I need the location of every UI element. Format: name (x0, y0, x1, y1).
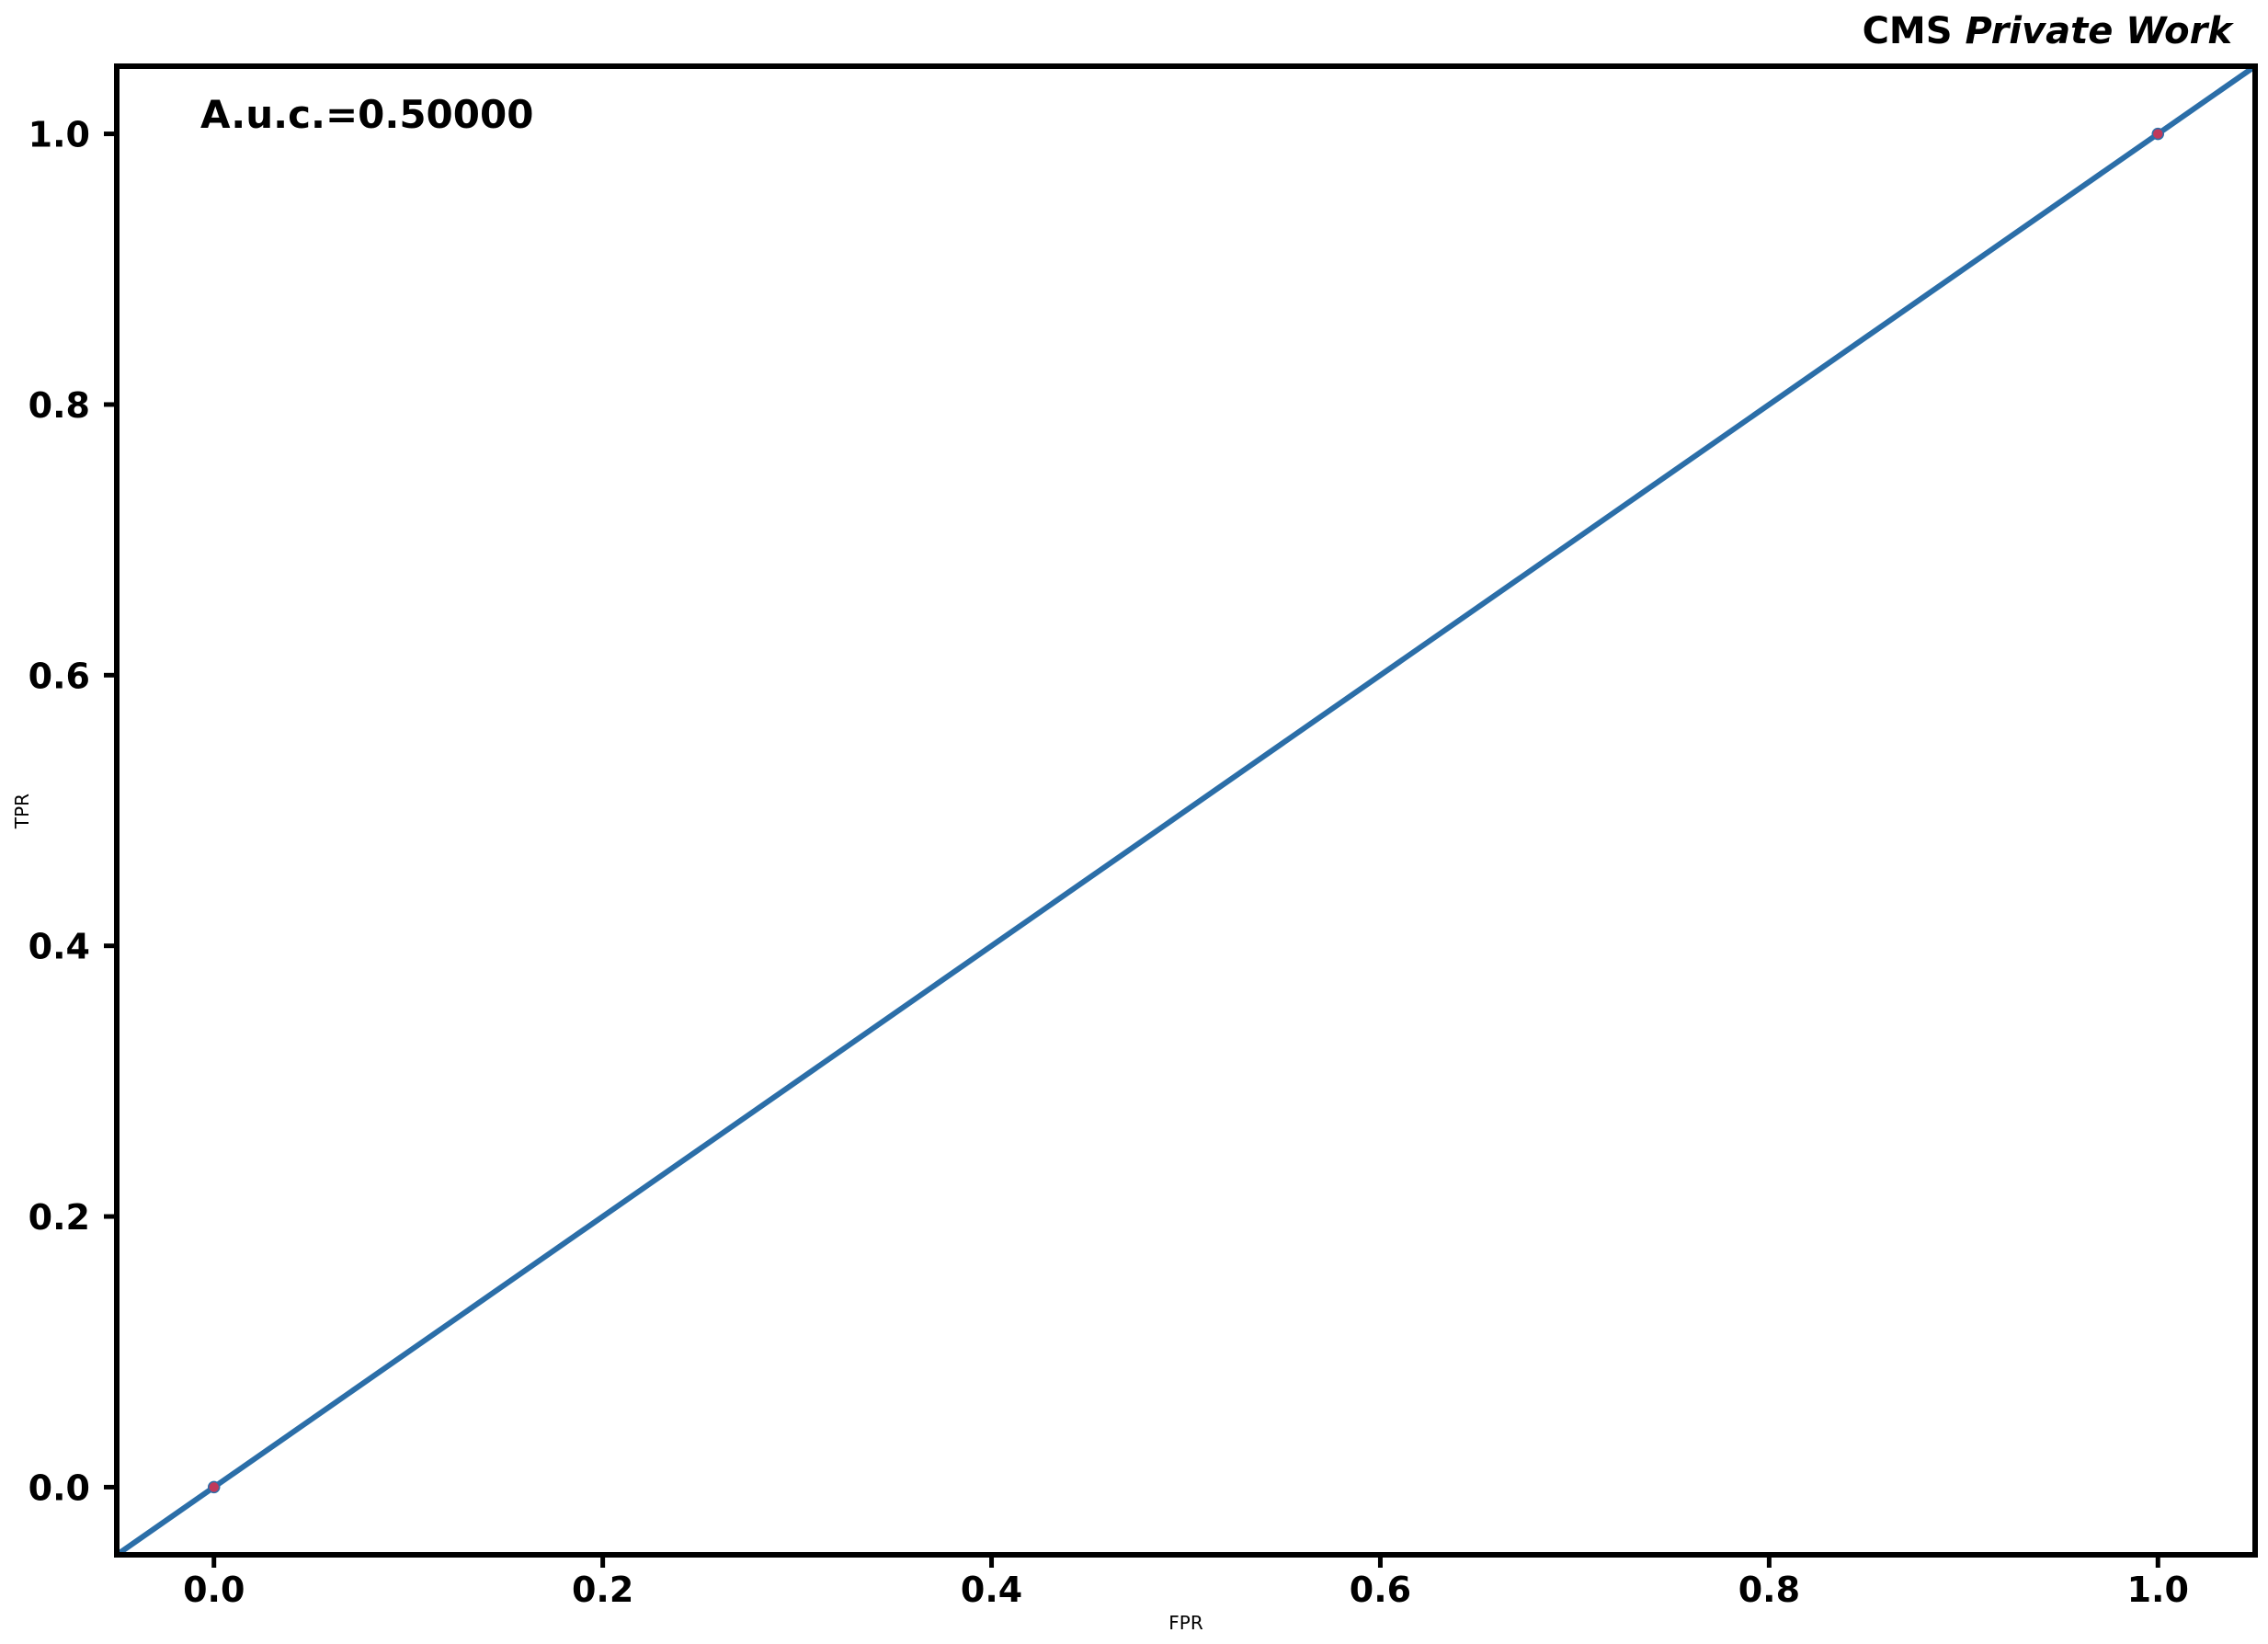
y-tick-label: 0.8 (28, 385, 90, 426)
plot-frame (114, 63, 2258, 1558)
y-tick-label: 0.2 (28, 1197, 90, 1238)
x-tick-label: 0.8 (1738, 1570, 1800, 1610)
x-tick-label: 0.4 (961, 1570, 1022, 1610)
plot-area (115, 63, 2257, 1558)
cms-label: CMS Private Work (1863, 10, 2235, 52)
x-axis: 0.0 0.2 0.4 0.6 0.8 1.0 (183, 1555, 2189, 1610)
x-tick-label: 0.2 (572, 1570, 633, 1610)
x-tick-label: 0.0 (183, 1570, 245, 1610)
y-tick-label: 0.0 (28, 1467, 90, 1508)
auc-annotation: A.u.c.=0.50000 (200, 92, 533, 137)
x-tick-label: 0.6 (1350, 1570, 1411, 1610)
x-tick-label: 1.0 (2127, 1570, 2189, 1610)
y-tick-label: 1.0 (28, 115, 90, 155)
y-axis: 0.0 0.2 0.4 0.6 0.8 1.0 (28, 115, 117, 1508)
status-label: Private Work (1965, 10, 2234, 52)
x-axis-title: FPR (1168, 1612, 1203, 1634)
y-tick-label: 0.4 (28, 927, 90, 967)
roc-point (2151, 127, 2165, 141)
y-axis-title: TPR (11, 793, 33, 829)
roc-point (207, 1480, 221, 1494)
experiment-label: CMS (1863, 10, 1953, 52)
y-tick-label: 0.6 (28, 656, 90, 696)
roc-curve (115, 63, 2257, 1558)
